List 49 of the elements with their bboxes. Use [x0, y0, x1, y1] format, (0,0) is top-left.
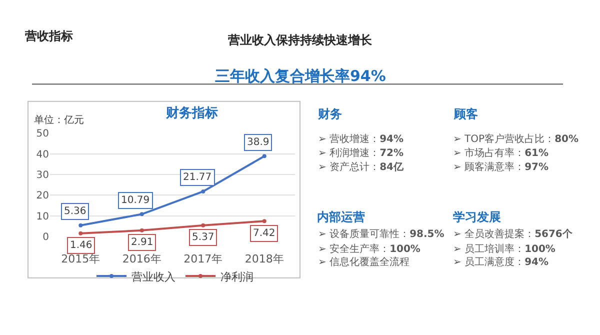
- point: [262, 219, 266, 224]
- data-label: 38.9: [247, 137, 270, 148]
- text: 财务: [317, 107, 342, 121]
- text: 顾客: [453, 107, 478, 121]
- text: ➢ 员工满意度：94%: [453, 256, 548, 268]
- text: ➢ 市场占有率：61%: [453, 147, 548, 159]
- x-tick-label: 2017年: [184, 252, 223, 266]
- text: ➢ 全员改善提案：5676个: [453, 228, 574, 240]
- point: [262, 154, 266, 158]
- legend-label: 营业收入: [132, 270, 176, 284]
- point: [140, 228, 144, 232]
- y-tick-label: 0: [42, 232, 49, 243]
- x-tick-label: 2016年: [122, 252, 162, 266]
- text: ➢ 顾客满意率：97%: [453, 161, 548, 173]
- data-label: 5.37: [192, 232, 214, 243]
- legend-label: 净利润: [220, 270, 254, 284]
- data-label: 21.77: [183, 172, 212, 183]
- text: ➢ 安全生产率：100%: [318, 243, 420, 255]
- point: [140, 212, 144, 216]
- chart-title: 财务指标: [165, 106, 218, 121]
- text: ➢ 资产总计：84亿: [318, 161, 404, 173]
- text: ➢ 设备质量可靠性：98.5%: [318, 228, 444, 240]
- x-tick-label: 2018年: [244, 252, 284, 266]
- text: ➢ TOP客户营收占比：80%: [453, 133, 579, 145]
- point: [78, 223, 83, 228]
- y-tick-label: 10: [36, 211, 49, 222]
- text: ➢ 营收增速：94%: [318, 133, 404, 145]
- point: [78, 231, 83, 236]
- text: 单位：亿元: [34, 114, 84, 126]
- y-tick-label: 50: [36, 128, 49, 140]
- text: 营业收入保持持续快速增长: [227, 33, 373, 47]
- y-tick-label: 40: [36, 149, 49, 160]
- text: 学习发展: [453, 210, 501, 224]
- y-tick-label: 30: [36, 170, 49, 182]
- data-label: 2.91: [131, 237, 154, 248]
- x-tick-label: 2015年: [61, 252, 100, 266]
- point: [201, 223, 206, 228]
- text: ➢ 员工培训率：100%: [453, 243, 556, 255]
- data-label: 1.46: [70, 240, 92, 251]
- text: 三年收入复合增长率94%: [215, 67, 386, 85]
- data-label: 10.79: [121, 195, 150, 206]
- point: [201, 189, 206, 194]
- data-label: 5.36: [64, 206, 86, 217]
- y-tick-label: 20: [36, 190, 49, 202]
- data-label: 7.42: [253, 228, 276, 239]
- text: ➢ 利润增速：72%: [318, 147, 404, 159]
- text: ➢ 信息化覆盖全流程: [318, 256, 410, 268]
- text: 内部运营: [317, 210, 365, 224]
- text: 营收指标: [24, 29, 73, 43]
